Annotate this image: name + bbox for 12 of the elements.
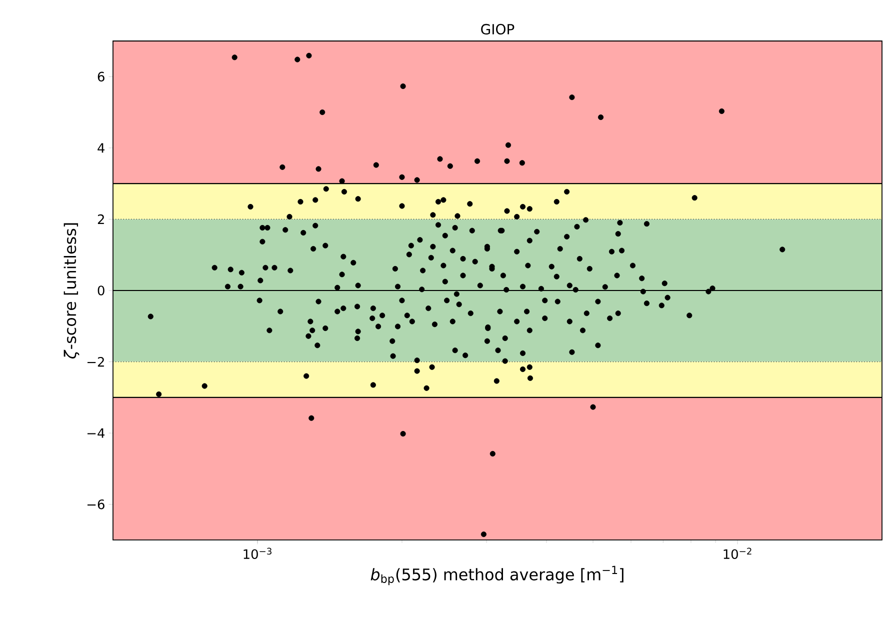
x-axis-title: b$_{bp}$(555) method average [m$^{−1}$]	[370, 566, 624, 586]
x-tick-label: 10$^{−2}$	[724, 548, 752, 560]
chart-title: GIOP	[481, 24, 514, 34]
y-tick-label: −2	[88, 356, 104, 367]
y-tick-label: 2	[98, 214, 104, 224]
y-tick-label: 0	[98, 286, 104, 296]
y-tick-label: −6	[88, 499, 104, 510]
x-tick-label: 10$^{−3}$	[244, 548, 272, 560]
y-axis-title: ζ-score [unitless]	[64, 223, 80, 358]
y-tick-label: −4	[88, 428, 104, 438]
y-tick-label: 6	[98, 72, 104, 82]
y-tick-label: 4	[98, 143, 104, 153]
